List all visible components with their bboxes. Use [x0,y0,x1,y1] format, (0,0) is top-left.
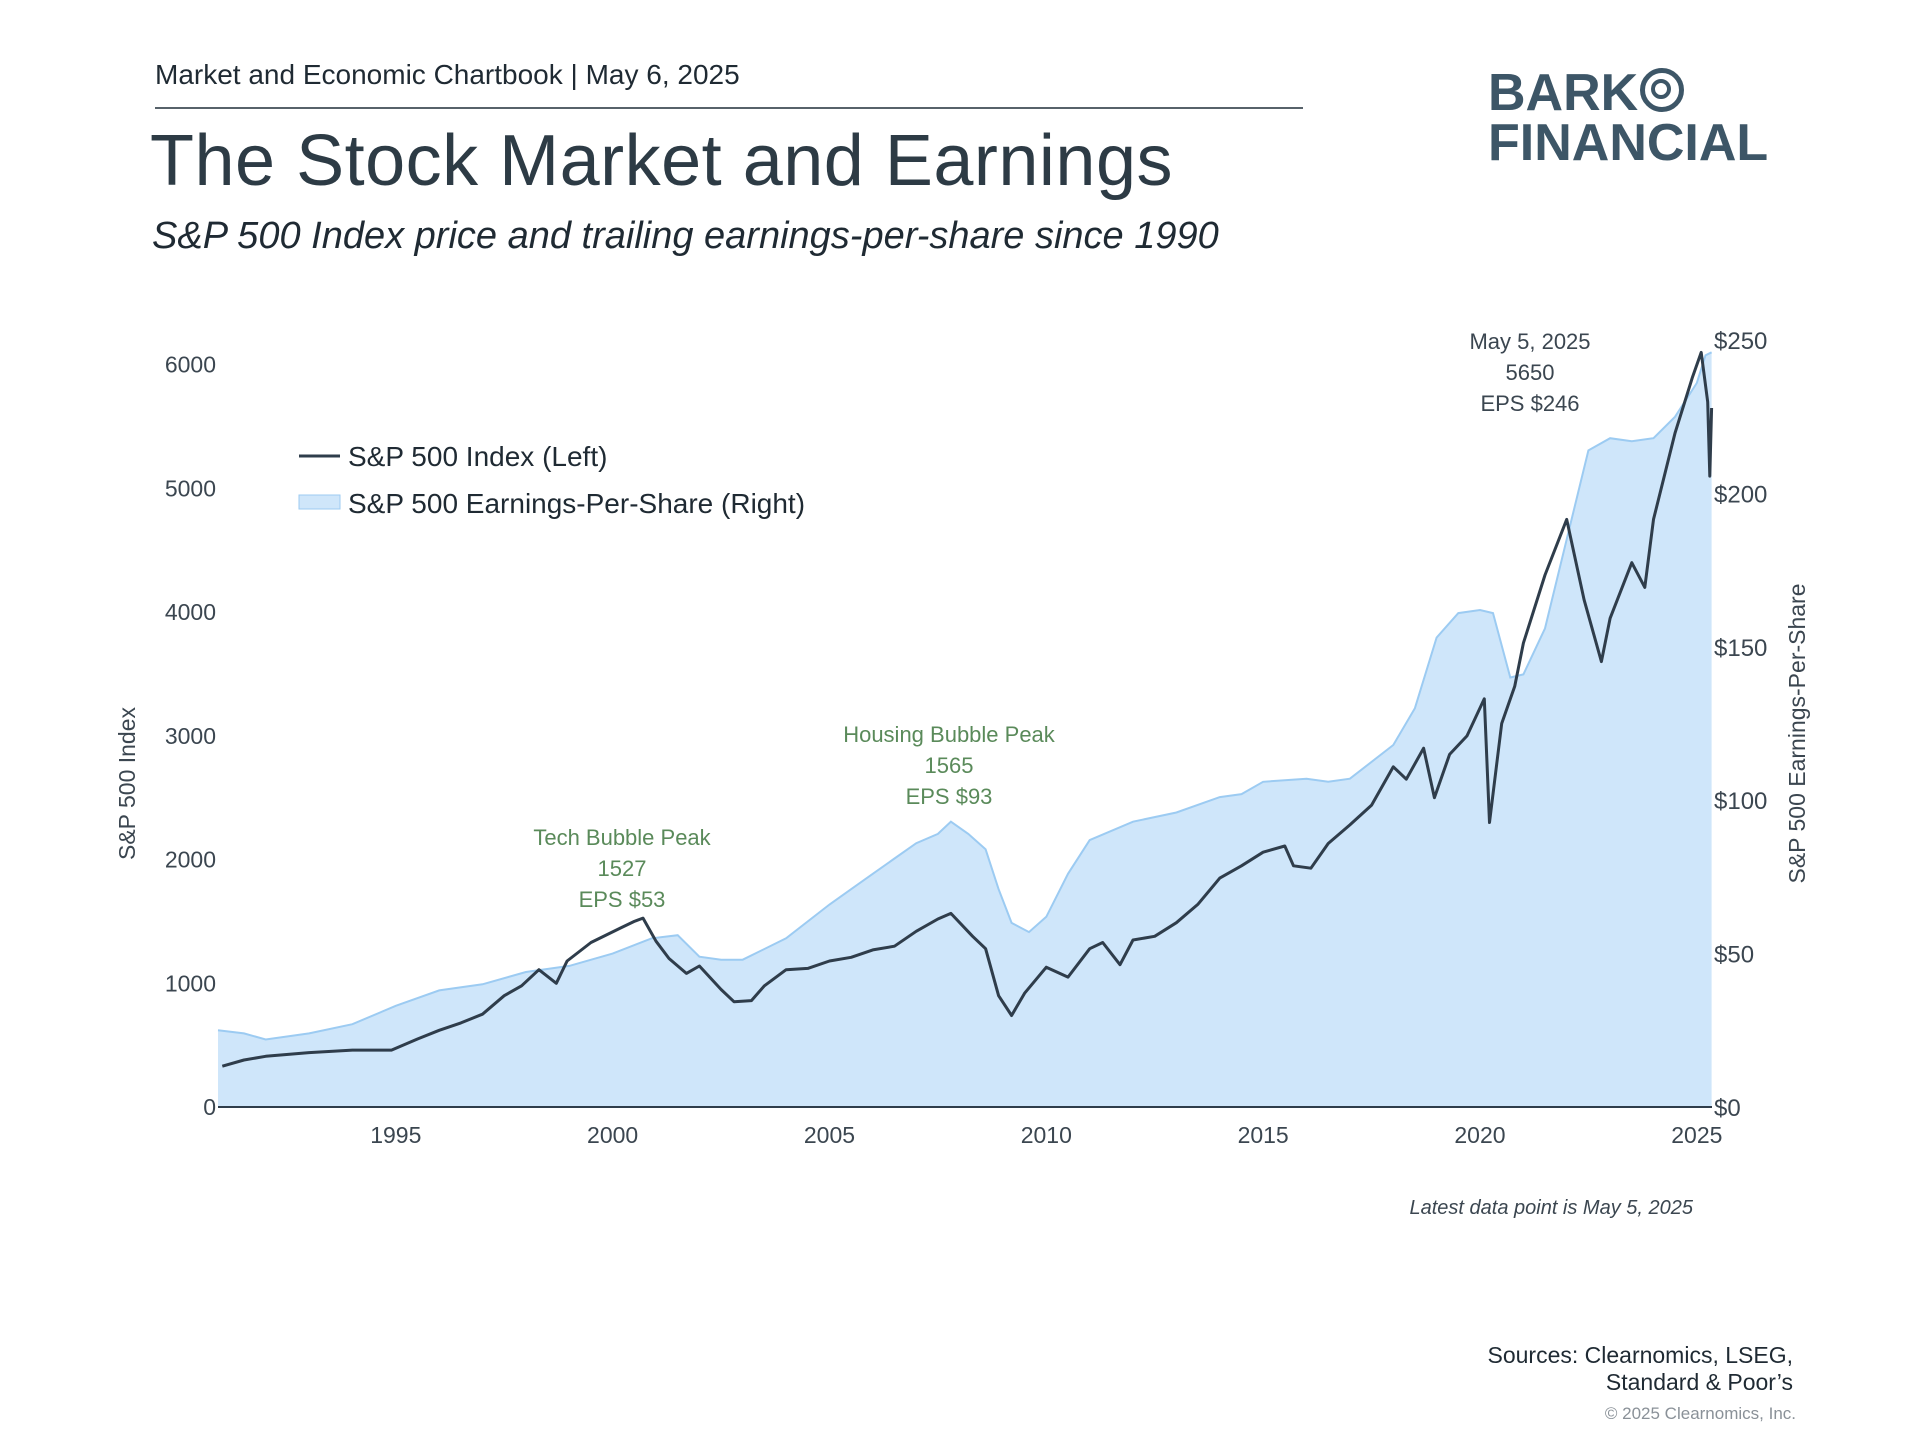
x-tick-label: 2015 [1238,1122,1289,1148]
logo-ring-icon [1640,68,1685,112]
sources-line-1: Sources: Clearnomics, LSEG, [1487,1342,1793,1368]
annotation-2-line-2: EPS $246 [1480,391,1579,416]
annotation-2-line-0: May 5, 2025 [1469,329,1590,354]
annotation-2-line-1: 5650 [1506,360,1555,385]
x-tick-label: 2000 [587,1122,638,1148]
y-right-tick-label: $150 [1714,635,1767,662]
y-left-tick-label: 1000 [165,970,216,996]
y-left-tick-label: 6000 [165,352,216,378]
x-tick-label: 2010 [1021,1122,1072,1148]
legend-index-label: S&P 500 Index (Left) [348,441,607,472]
copyright-note: © 2025 Clearnomics, Inc. [1604,1404,1796,1423]
y-left-tick-label: 2000 [165,847,216,873]
company-logo: BARK FINANCIAL [1488,67,1769,172]
x-tick-label: 2025 [1671,1122,1722,1148]
legend-eps-label: S&P 500 Earnings-Per-Share (Right) [348,488,805,519]
legend-eps-swatch [298,494,341,510]
annotation-1-line-1: 1565 [925,753,974,778]
header-divider [155,107,1303,109]
annotation-0-line-1: 1527 [598,856,647,881]
annotation-1-line-2: EPS $93 [906,784,993,809]
x-tick-label: 2005 [804,1122,855,1148]
eps-area [218,352,1712,1107]
annotation-0-line-2: EPS $53 [579,887,666,912]
logo-line-2: FINANCIAL [1488,114,1769,172]
chartbook-kicker: Market and Economic Chartbook | May 6, 2… [155,59,740,90]
y-left-tick-label: 0 [203,1094,216,1120]
sources-note: Sources: Clearnomics, LSEG, Standard & P… [1393,1342,1793,1396]
latest-data-note: Latest data point is May 5, 2025 [1409,1197,1693,1219]
y-left-tick-label: 3000 [165,723,216,749]
sources-line-2: Standard & Poor’s [1605,1369,1793,1395]
y-right-tick-label: $0 [1714,1095,1741,1122]
page-title: The Stock Market and Earnings [150,121,1173,201]
y-right-tick-label: $200 [1714,481,1767,508]
logo-line-1: BARK [1488,64,1639,122]
index-line [221,350,1714,1068]
x-tick-label: 2020 [1454,1122,1505,1148]
page-subtitle: S&P 500 Index price and trailing earning… [152,215,1219,257]
y-left-tick-label: 5000 [165,475,216,501]
y-right-axis-title: S&P 500 Earnings-Per-Share [1784,583,1810,883]
annotation-0-line-0: Tech Bubble Peak [533,825,711,850]
annotation-1-line-0: Housing Bubble Peak [843,722,1056,747]
y-right-tick-label: $100 [1714,788,1767,815]
y-left-axis-title: S&P 500 Index [114,706,140,860]
y-right-tick-label: $250 [1714,328,1767,355]
y-right-tick-label: $50 [1714,942,1754,969]
x-tick-label: 1995 [370,1122,421,1148]
y-left-tick-label: 4000 [165,599,216,625]
eps-area-edge [217,351,1713,1041]
